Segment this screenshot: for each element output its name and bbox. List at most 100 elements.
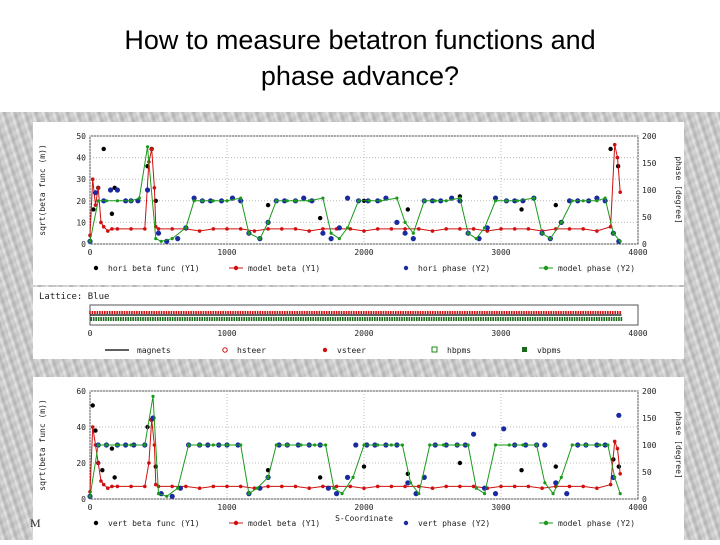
- horizontal-model-phase-y2-point: [274, 199, 278, 203]
- lattice-vbpm-mark: [152, 317, 154, 321]
- vertical-model-beta-y1-point: [110, 484, 114, 489]
- vertical-vert-phase-y2-point: [492, 491, 499, 497]
- horizontal-model-beta-y1-point: [471, 227, 476, 231]
- lattice-hsteer-mark: [360, 311, 363, 314]
- horizontal-model-phase-y2-point: [337, 237, 341, 241]
- vertical-y1-tick-label: 60: [76, 387, 86, 396]
- vertical-model-phase-y2-point: [266, 475, 270, 479]
- vertical-model-beta-y1-point: [499, 484, 503, 489]
- lattice-hsteer-mark: [205, 311, 207, 314]
- lattice-vbpm-mark: [346, 317, 349, 321]
- horizontal-model-beta-y1-point: [499, 227, 503, 231]
- horizontal-hori-phase-y2-point: [191, 195, 197, 201]
- lattice-vbpm-mark: [420, 317, 423, 321]
- lattice-legend-label: hsteer: [237, 346, 266, 355]
- lattice-vbpm-mark: [482, 317, 485, 321]
- horizontal-model-phase-y2-point: [247, 231, 251, 235]
- lattice-hsteer-mark: [392, 311, 395, 314]
- lattice-hsteer-mark: [562, 311, 565, 314]
- lattice-vbpm-mark: [578, 317, 581, 321]
- horizontal-model-phase-y2-point: [504, 199, 509, 203]
- lattice-vbpm-mark: [470, 317, 472, 321]
- horizontal-model-beta-y1-point: [93, 203, 98, 207]
- lattice-hsteer-mark: [607, 311, 609, 314]
- lattice-hsteer-mark: [424, 311, 427, 314]
- lattice-vbpm-mark: [174, 317, 176, 321]
- lattice-hsteer-mark: [510, 311, 513, 314]
- lattice-hsteer-mark: [525, 311, 528, 314]
- lattice-vbpm-mark: [413, 317, 416, 321]
- lattice-vbpm-mark: [280, 317, 282, 321]
- lattice-hsteer-mark: [496, 311, 498, 314]
- lattice-hsteer-mark: [247, 311, 249, 314]
- lattice-vbpm-mark: [317, 317, 319, 321]
- lattice-hsteer-mark: [259, 311, 261, 314]
- lattice-hsteer-mark: [604, 311, 607, 314]
- vertical-vert-beta-func-y1-point: [553, 464, 558, 469]
- lattice-vbpm-mark: [322, 317, 324, 321]
- vertical-model-phase-y2-point: [507, 443, 511, 447]
- horizontal-legend-label: hori beta func (Y1): [108, 264, 200, 273]
- lattice-vbpm-mark: [240, 317, 243, 321]
- vertical-vert-phase-y2-point: [542, 442, 548, 448]
- lattice-hsteer-mark: [501, 311, 503, 314]
- lattice-vbpm-mark: [487, 317, 490, 321]
- vertical-model-phase-y2-point: [559, 475, 563, 479]
- lattice-hsteer-mark: [89, 311, 91, 314]
- lattice-vbpm-mark: [433, 317, 435, 321]
- horizontal-model-beta-y1-point: [512, 227, 517, 231]
- lattice-hsteer-mark: [602, 311, 604, 314]
- lattice-hsteer-mark: [212, 311, 215, 314]
- horizontal-model-phase-y2-point: [200, 199, 204, 203]
- lattice-hsteer-mark: [402, 311, 404, 314]
- lattice-vbpm-mark: [359, 317, 361, 321]
- lattice-vbpm-mark: [228, 317, 231, 321]
- lattice-hsteer-mark: [284, 311, 286, 314]
- lattice-vbpm-mark: [455, 317, 458, 321]
- horizontal-y1-tick-label: 20: [76, 197, 86, 206]
- lattice-hsteer-mark: [513, 311, 515, 314]
- vertical-model-phase-y2-point: [543, 481, 547, 485]
- lattice-vbpm-mark: [265, 317, 268, 321]
- horizontal-y1-tick-label: 50: [76, 132, 86, 141]
- horizontal-hori-phase-y2-point: [402, 230, 408, 236]
- vertical-model-phase-y2-point: [115, 443, 119, 447]
- vertical-model-beta-y1-point: [375, 484, 380, 489]
- lattice-vbpm-mark: [245, 317, 248, 321]
- lattice-hsteer-mark: [177, 311, 180, 314]
- lattice-hsteer-mark: [222, 311, 224, 314]
- lattice-hsteer-mark: [550, 311, 552, 314]
- horizontal-y2-tick-label: 0: [642, 240, 647, 249]
- vertical-model-beta-y1-point: [581, 484, 585, 489]
- lattice-vbpm-mark: [544, 317, 546, 321]
- horizontal-beta-phase-chart: 0 1000 2000 3000 400001020304050050100150200…: [38, 132, 683, 273]
- lattice-vbpm-mark: [327, 317, 329, 321]
- horizontal-hori-beta-func-y1-point: [405, 207, 411, 212]
- horizontal-model-beta-y1-point: [348, 227, 353, 231]
- lattice-vbpm-mark: [354, 317, 356, 321]
- horizontal-model-phase-y2-point: [104, 199, 109, 203]
- vertical-vert-beta-func-y1-point: [317, 475, 323, 480]
- lattice-hsteer-mark: [140, 311, 143, 314]
- lattice-hsteer-mark: [291, 311, 294, 314]
- lattice-hsteer-mark: [261, 311, 264, 314]
- lattice-vbpm-mark: [304, 317, 307, 321]
- vertical-model-phase-y2-point: [255, 486, 259, 490]
- vertical-model-beta-y1-point: [96, 461, 101, 465]
- lattice-vbpm-mark: [157, 317, 159, 321]
- lattice-vbpm-mark: [494, 317, 497, 321]
- lattice-hsteer-mark: [286, 311, 289, 314]
- lattice-hsteer-mark: [431, 311, 434, 314]
- lattice-vbpm-mark: [169, 317, 171, 321]
- horizontal-hori-phase-y2-point: [328, 236, 334, 242]
- vertical-model-phase-y2-point: [351, 475, 355, 479]
- horizontal-hori-beta-func-y1-point: [265, 202, 271, 208]
- vertical-model-phase-y2-point: [400, 443, 404, 447]
- lattice-hsteer-mark: [328, 311, 331, 314]
- lattice-hsteer-mark: [518, 311, 520, 314]
- lattice-hsteer-mark: [491, 311, 493, 314]
- lattice-hsteer-mark: [153, 311, 155, 314]
- horizontal-y1-tick-label: 30: [76, 175, 86, 184]
- lattice-vbpm-mark: [213, 317, 216, 321]
- vertical-y2-tick-label: 0: [642, 495, 647, 504]
